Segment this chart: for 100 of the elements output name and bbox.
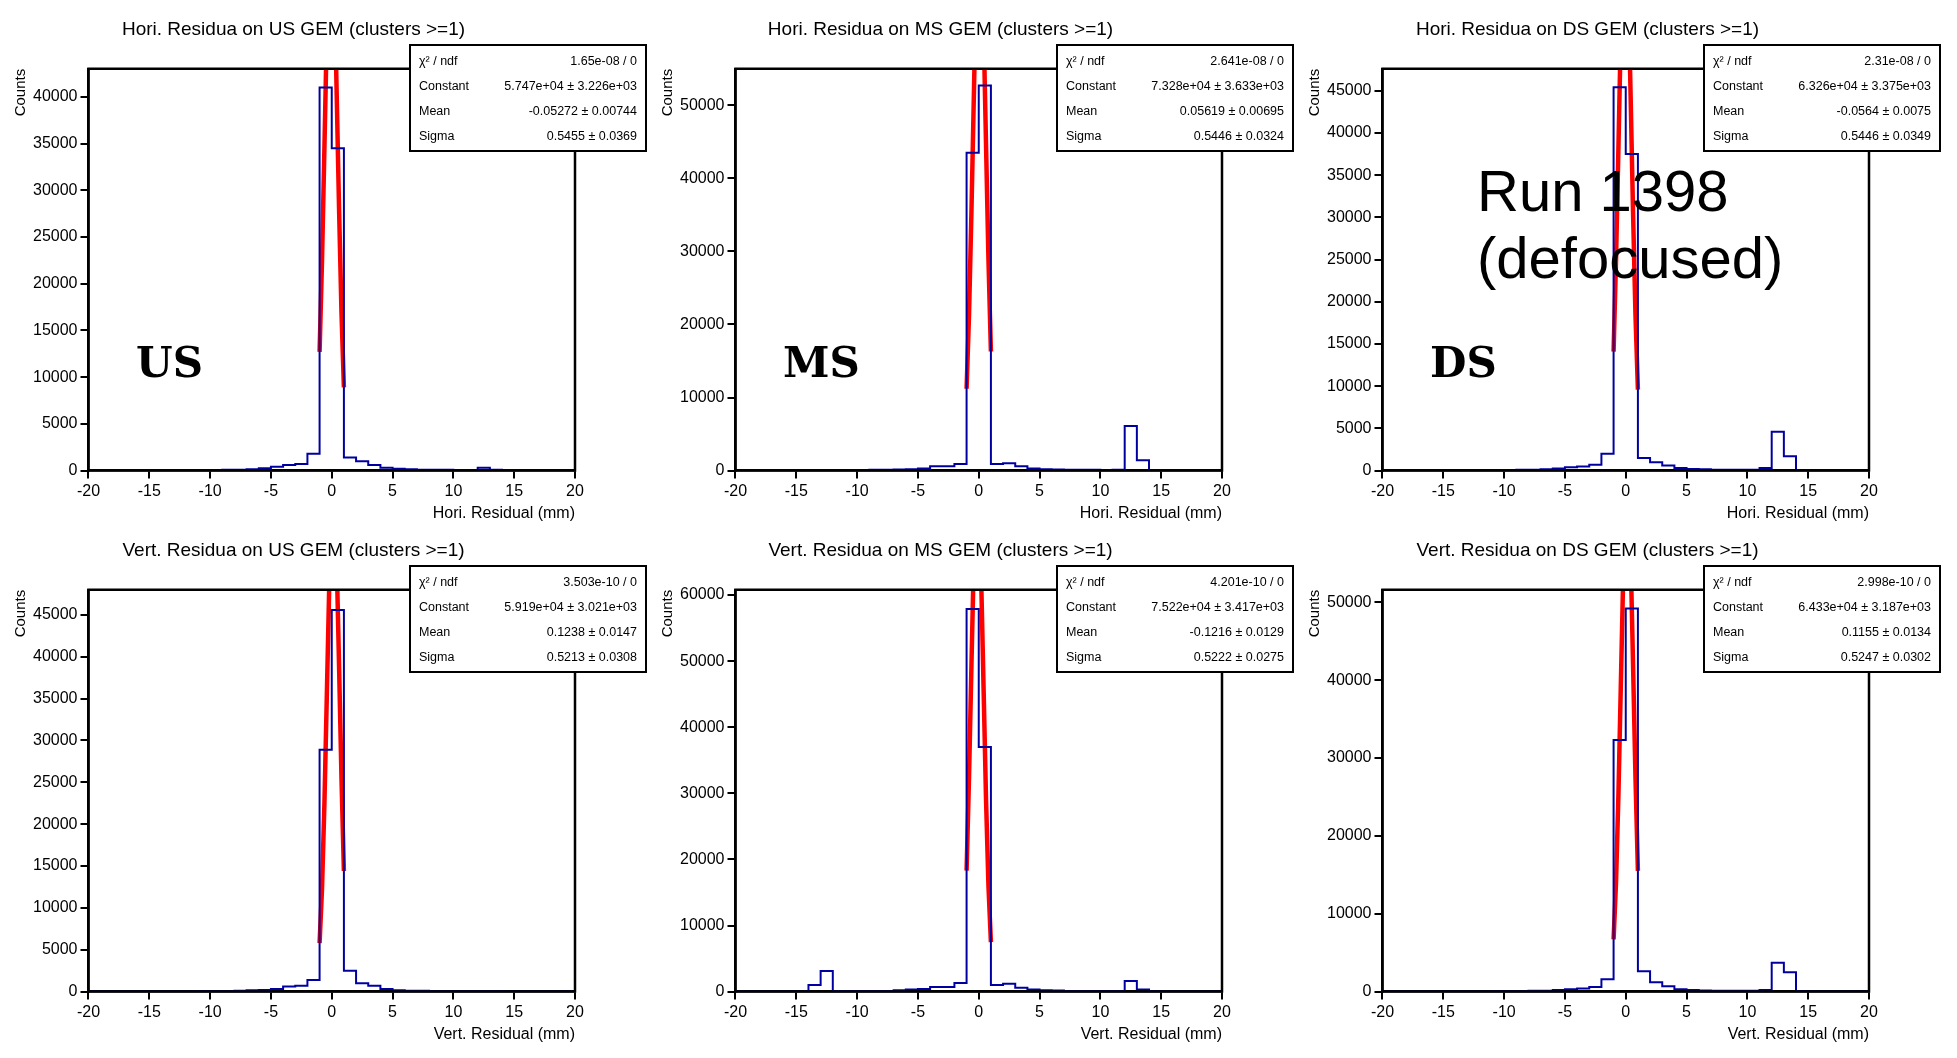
x-axis-title: Hori. Residual (mm) — [1726, 503, 1869, 521]
x-tick-label: 0 — [1621, 481, 1631, 499]
y-tick-label: 5000 — [41, 940, 78, 958]
annotation: 0.5247 ± 0.0302 — [1840, 649, 1931, 664]
y-tick-label: 40000 — [1326, 123, 1372, 141]
annotation: DS — [1430, 338, 1497, 387]
y-tick-label: 20000 — [1326, 826, 1372, 844]
annotation: 0.5446 ± 0.0324 — [1193, 128, 1284, 143]
y-tick-label: 25000 — [32, 772, 78, 790]
annotation: Mean — [419, 624, 451, 639]
x-tick-label: -20 — [723, 481, 748, 499]
annotation: 0.5222 ± 0.0275 — [1193, 649, 1284, 664]
x-tick-label: -15 — [784, 481, 808, 499]
annotation: US — [136, 338, 203, 387]
y-tick-label: 50000 — [679, 651, 725, 669]
x-tick-label: 15 — [1799, 1002, 1818, 1020]
x-tick-label: 0 — [327, 1002, 337, 1020]
x-tick-label: 0 — [327, 481, 337, 499]
y-tick-label: 30000 — [32, 180, 78, 198]
y-tick-label: 50000 — [1326, 592, 1372, 610]
x-tick-label: 20 — [1213, 1002, 1231, 1020]
x-tick-label: -5 — [910, 481, 926, 499]
y-tick-label: 20000 — [1326, 292, 1372, 310]
y-tick-label: 25000 — [32, 227, 78, 245]
x-tick-label: -5 — [263, 481, 279, 499]
y-tick-label: 35000 — [32, 133, 78, 151]
x-tick-label: 5 — [1682, 481, 1692, 499]
chart-title: Vert. Residua on MS GEM (clusters >=1) — [768, 538, 1113, 560]
x-tick-label: -15 — [1431, 481, 1455, 499]
x-tick-label: 15 — [505, 481, 524, 499]
x-tick-label: 10 — [1738, 481, 1757, 499]
annotation: 0.5446 ± 0.0349 — [1840, 128, 1931, 143]
y-tick-label: 35000 — [32, 689, 78, 707]
y-tick-label: 30000 — [1326, 748, 1372, 766]
annotation: Mean — [1713, 103, 1745, 118]
annotation: 7.522e+04 ± 3.417e+03 — [1151, 599, 1284, 614]
y-axis-title: Counts — [1305, 589, 1323, 638]
x-tick-label: 0 — [1621, 1002, 1631, 1020]
y-tick-label: 40000 — [32, 647, 78, 665]
text: 2.641e-08 / 0 — [1210, 53, 1284, 68]
y-tick-label: 10000 — [1326, 904, 1372, 922]
x-tick-label: -10 — [198, 1002, 222, 1020]
x-tick-label: -5 — [1557, 481, 1573, 499]
y-tick-label: 0 — [1362, 461, 1372, 479]
y-tick-label: 60000 — [679, 585, 725, 603]
annotation: 0.1238 ± 0.0147 — [546, 624, 637, 639]
x-tick-label: 15 — [1152, 481, 1171, 499]
x-tick-label: -20 — [76, 1002, 101, 1020]
annotation: Constant — [419, 78, 470, 93]
y-tick-label: 15000 — [1326, 334, 1372, 352]
x-axis-title: Vert. Residual (mm) — [1727, 1024, 1869, 1042]
x-tick-label: 20 — [566, 481, 584, 499]
annotation: -0.0564 ± 0.0075 — [1836, 103, 1931, 118]
chart-title: Hori. Residua on DS GEM (clusters >=1) — [1415, 17, 1760, 39]
y-axis-title: Counts — [658, 589, 676, 638]
x-tick-label: -10 — [845, 1002, 869, 1020]
x-tick-label: -15 — [137, 1002, 161, 1020]
x-tick-label: -5 — [263, 1002, 279, 1020]
text: χ² / ndf — [1713, 53, 1752, 68]
x-tick-label: 0 — [974, 1002, 984, 1020]
annotation: Sigma — [419, 649, 455, 664]
text: 2.31e-08 / 0 — [1864, 53, 1931, 68]
x-tick-label: -5 — [1557, 1002, 1573, 1020]
y-tick-label: 20000 — [32, 814, 78, 832]
y-tick-label: 10000 — [32, 367, 78, 385]
x-tick-label: 20 — [1860, 481, 1878, 499]
annotation: -0.05272 ± 0.00744 — [528, 103, 637, 118]
text: 3.503e-10 / 0 — [563, 574, 637, 589]
y-axis-title: Counts — [1305, 68, 1323, 117]
annotation: -0.1216 ± 0.0129 — [1189, 624, 1284, 639]
y-tick-label: 0 — [715, 982, 725, 1000]
x-axis-title: Vert. Residual (mm) — [433, 1024, 575, 1042]
x-tick-label: 15 — [1799, 481, 1818, 499]
text: χ² / ndf — [419, 53, 458, 68]
x-tick-label: -10 — [1492, 1002, 1516, 1020]
y-tick-label: 10000 — [679, 387, 725, 405]
x-axis-title: Hori. Residual (mm) — [432, 503, 575, 521]
y-tick-label: 15000 — [32, 856, 78, 874]
y-tick-label: 40000 — [32, 87, 78, 105]
annotation: Constant — [419, 599, 470, 614]
y-tick-label: 40000 — [679, 717, 725, 735]
x-tick-label: 10 — [1091, 481, 1110, 499]
annotation: 5.747e+04 ± 3.226e+03 — [504, 78, 637, 93]
y-tick-label: 50000 — [679, 95, 725, 113]
y-tick-label: 30000 — [679, 783, 725, 801]
chart-title: Hori. Residua on MS GEM (clusters >=1) — [767, 17, 1114, 39]
x-tick-label: -5 — [910, 1002, 926, 1020]
annotation: Mean — [1713, 624, 1745, 639]
annotation: 6.326e+04 ± 3.375e+03 — [1798, 78, 1931, 93]
text: χ² / ndf — [1713, 574, 1752, 589]
x-tick-label: -15 — [784, 1002, 808, 1020]
x-tick-label: 10 — [444, 481, 463, 499]
x-tick-label: 10 — [444, 1002, 463, 1020]
x-tick-label: 20 — [566, 1002, 584, 1020]
y-tick-label: 15000 — [32, 320, 78, 338]
y-axis-title: Counts — [11, 589, 29, 638]
x-tick-label: 5 — [1035, 1002, 1045, 1020]
y-tick-label: 45000 — [32, 605, 78, 623]
chart-title: Vert. Residua on US GEM (clusters >=1) — [122, 538, 465, 560]
x-tick-label: 5 — [1035, 481, 1045, 499]
